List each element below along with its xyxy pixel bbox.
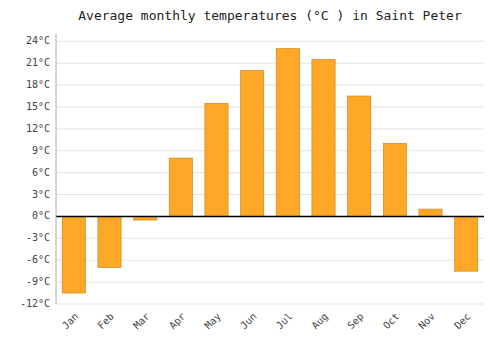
y-tick-label: 3°C bbox=[32, 189, 50, 200]
grid-line bbox=[56, 106, 484, 107]
y-tick-label: -3°C bbox=[26, 232, 50, 243]
y-tick-label: 24°C bbox=[26, 35, 50, 46]
zero-line bbox=[56, 216, 484, 218]
bars bbox=[62, 49, 478, 293]
grid-line bbox=[56, 63, 484, 64]
bar bbox=[348, 96, 371, 216]
bar bbox=[169, 158, 192, 216]
chart-svg: Average monthly temperatures (°C ) in Sa… bbox=[0, 0, 500, 350]
grid-line bbox=[56, 282, 484, 283]
grid-line bbox=[56, 150, 484, 151]
x-tick-label: Feb bbox=[95, 311, 116, 332]
y-tick-label: 21°C bbox=[26, 57, 50, 68]
x-tick-label: Jan bbox=[60, 311, 81, 332]
x-tick-label: Jul bbox=[274, 311, 295, 332]
y-tick-label: 6°C bbox=[32, 167, 50, 178]
x-tick-label: May bbox=[202, 311, 223, 332]
x-tick-label: Oct bbox=[381, 311, 402, 332]
bar bbox=[62, 216, 85, 293]
grid-line bbox=[56, 128, 484, 129]
y-tick-label: 12°C bbox=[26, 123, 50, 134]
x-tick-label: Apr bbox=[167, 311, 188, 332]
y-tick-label: 18°C bbox=[26, 79, 50, 90]
grid-line bbox=[56, 304, 484, 305]
y-tick-label: 9°C bbox=[32, 145, 50, 156]
y-tick-label: -12°C bbox=[20, 298, 50, 309]
y-tick-label: 15°C bbox=[26, 101, 50, 112]
bar bbox=[383, 143, 406, 216]
bar bbox=[276, 49, 299, 217]
bar bbox=[98, 216, 121, 267]
bar bbox=[205, 103, 228, 216]
x-tick-label: Jun bbox=[238, 311, 259, 332]
y-axis: -12°C -9°C -6°C -3°C 0°C 3°C 6°C 9°C 12°C 15°C 18°… bbox=[20, 35, 50, 309]
x-tick-label: Sep bbox=[345, 311, 366, 332]
y-tick-label: -6°C bbox=[26, 254, 50, 265]
grid-line bbox=[56, 85, 484, 86]
bar bbox=[312, 60, 335, 217]
bar bbox=[241, 70, 264, 216]
x-axis: Jan Feb Mar Apr May Jun Jul Aug Sep Oct Nov Dec bbox=[60, 311, 473, 332]
grid bbox=[56, 41, 484, 304]
grid-line bbox=[56, 172, 484, 173]
y-tick-label: 0°C bbox=[32, 210, 50, 221]
chart-title: Average monthly temperatures (°C ) in Sa… bbox=[78, 8, 462, 23]
x-tick-label: Nov bbox=[416, 311, 437, 332]
bar bbox=[455, 216, 478, 271]
x-tick-label: Mar bbox=[131, 311, 152, 332]
y-tick-label: -9°C bbox=[26, 276, 50, 287]
x-tick-label: Dec bbox=[452, 311, 473, 332]
chart-container: Average monthly temperatures (°C ) in Sa… bbox=[0, 0, 500, 350]
x-tick-label: Aug bbox=[309, 311, 330, 332]
grid-line bbox=[56, 194, 484, 195]
y-axis-line bbox=[56, 34, 57, 304]
bar bbox=[419, 209, 442, 216]
grid-line bbox=[56, 216, 484, 217]
grid-line bbox=[56, 41, 484, 42]
